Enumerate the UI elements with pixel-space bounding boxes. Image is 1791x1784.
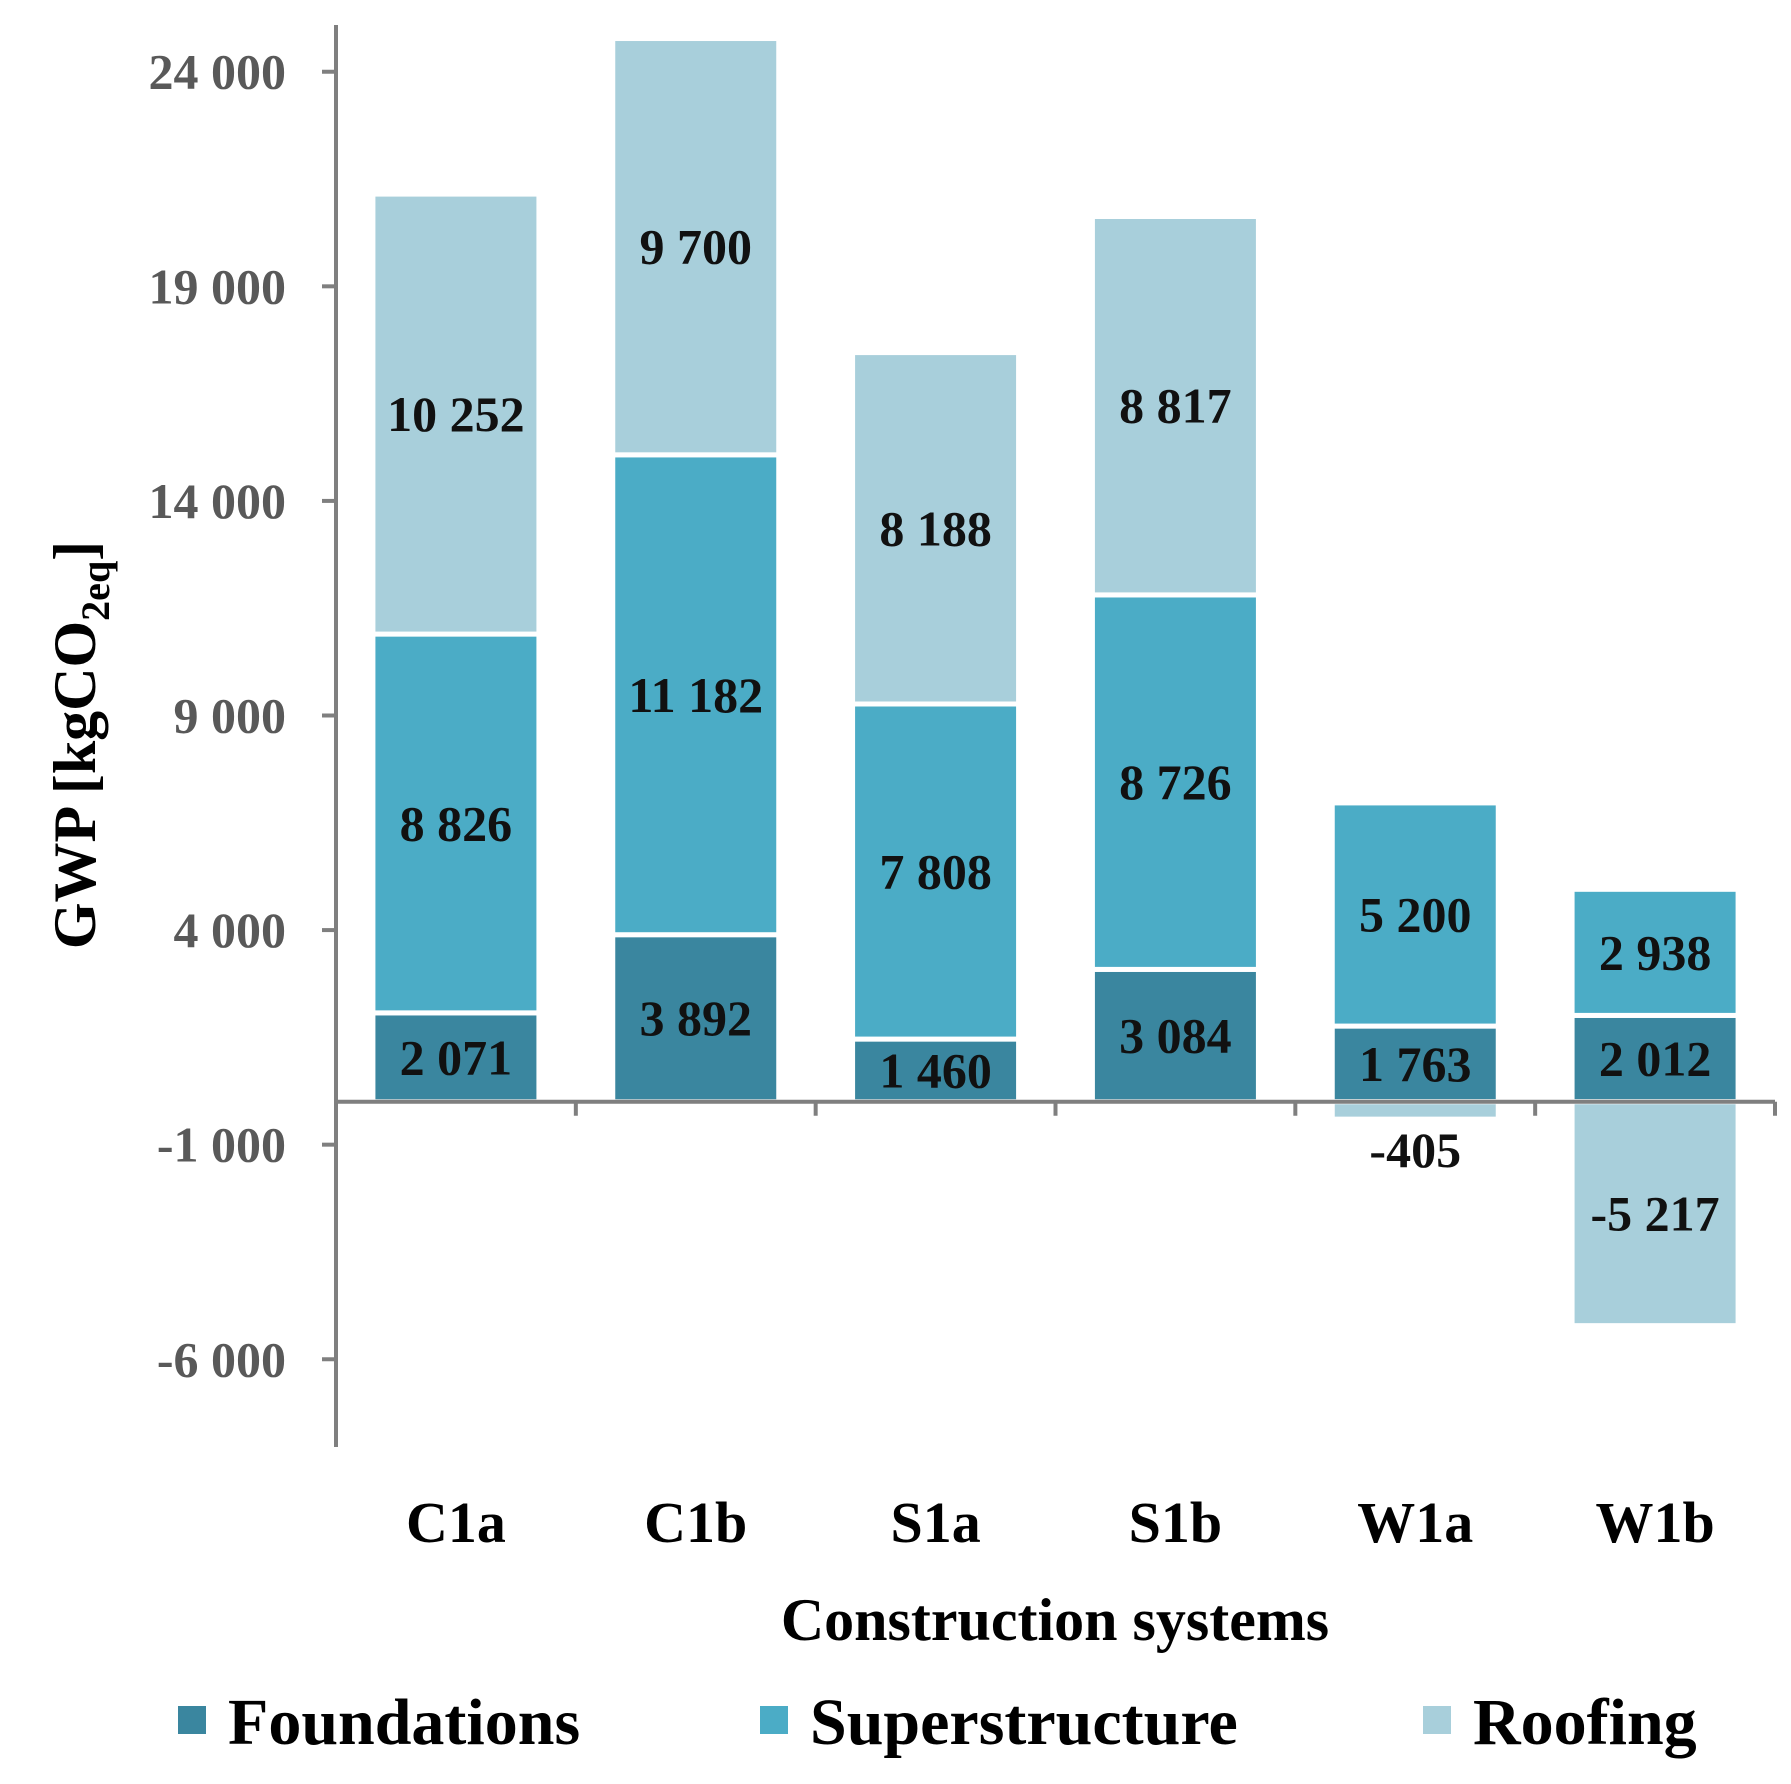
y-tick-label: 19 000 [149,258,287,314]
bar-segment-superstructure [1089,592,1261,972]
category-labels-layer: C1a C1b S1a S1b W1a W1b [406,1490,1715,1555]
bar-segment-superstructure [370,631,542,1016]
data-label: 3 084 [1119,1008,1232,1064]
data-labels-layer: 2 071 8 826 10 252 3 892 11 182 9 700 1 460 7 8… [387,219,1719,1242]
data-label: 3 892 [640,990,753,1046]
x-ticks-layer [573,1101,1777,1116]
legend-swatch-foundations [178,1706,206,1734]
y-tick-label: 14 000 [149,473,287,529]
y-tick-label: 4 000 [174,902,287,958]
y-tick-label: 24 000 [149,44,287,100]
legend: Foundations Superstructure Roofing [178,1686,1697,1759]
data-label: 8 817 [1119,378,1232,434]
data-label: 8 188 [879,500,992,556]
category-label: C1a [406,1490,506,1555]
category-label: W1a [1357,1490,1473,1555]
y-tick-label: -6 000 [157,1331,286,1387]
data-label: 2 938 [1599,924,1712,980]
bars-layer [370,36,1741,1329]
data-label: 8 726 [1119,754,1232,810]
data-label: 10 252 [387,386,525,442]
category-label: S1a [890,1490,980,1555]
data-label: -405 [1369,1122,1461,1178]
data-label: 7 808 [879,844,992,900]
y-axis-title: GWP [kgCO2eq] [42,541,118,949]
x-axis-title: Construction systems [781,1587,1329,1653]
y-ticks-layer: 24 000 19 000 14 000 9 000 4 000 -1 000 -6 000 [149,44,336,1387]
data-label: 8 826 [400,795,513,851]
bar-segment-superstructure [610,452,782,938]
legend-label-superstructure: Superstructure [810,1686,1238,1759]
bar-segment-foundations [610,932,782,1105]
bar-segment-superstructure [850,701,1022,1042]
data-label: 1 763 [1359,1036,1472,1092]
bar-segment-superstructure [1329,800,1501,1029]
legend-label-foundations: Foundations [228,1686,580,1759]
data-label: 5 200 [1359,887,1472,943]
legend-label-roofing: Roofing [1473,1686,1697,1759]
y-tick-label: 9 000 [174,687,287,743]
bar-segment-superstructure [1569,886,1741,1018]
category-label: W1b [1595,1490,1714,1555]
bar-segment-roofing [1569,1099,1741,1329]
y-tick-label: -1 000 [157,1117,286,1173]
data-label: 9 700 [640,219,753,275]
legend-swatch-roofing [1423,1706,1451,1734]
data-label: 2 071 [400,1029,513,1085]
legend-swatch-superstructure [760,1706,788,1734]
bar-segment-roofing [1089,214,1261,598]
bar-segment-roofing [370,191,542,637]
bar-segment-foundations [1089,966,1261,1105]
data-label: 11 182 [628,667,763,723]
data-label: -5 217 [1591,1186,1720,1242]
data-label: 1 460 [879,1042,992,1098]
category-label: C1b [644,1490,747,1555]
bar-segment-roofing [1329,1099,1501,1122]
bar-segment-roofing [850,350,1022,707]
data-label: 2 012 [1599,1031,1712,1087]
bar-segment-roofing [610,36,782,458]
category-label: S1b [1129,1490,1223,1555]
